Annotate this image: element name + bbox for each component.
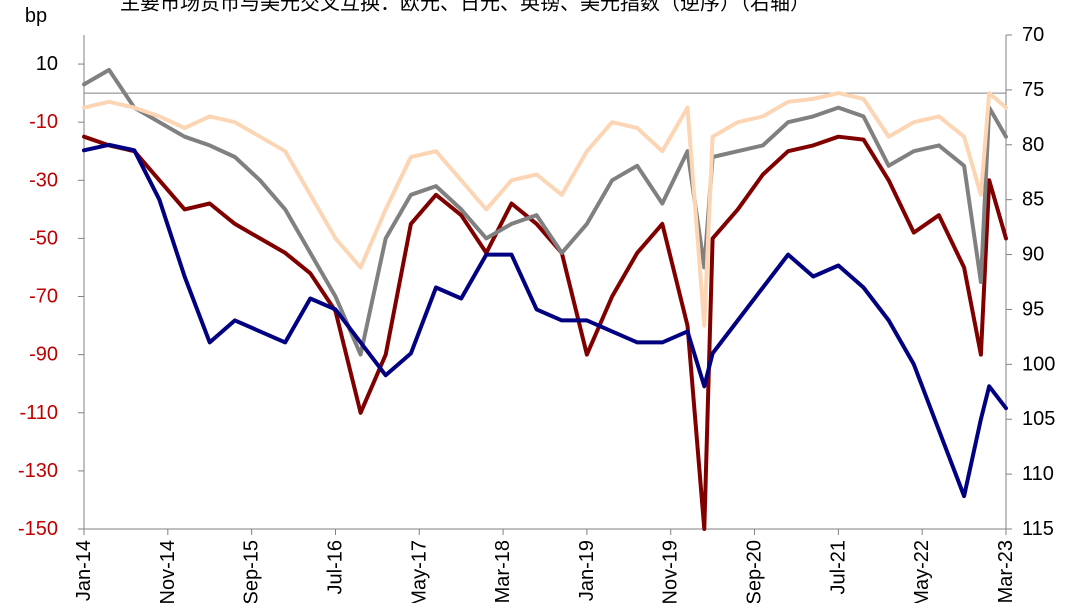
left-tick-label: -130 [18, 460, 58, 482]
x-tick-label: Sep-20 [744, 540, 766, 603]
x-tick-label: Jan-14 [73, 540, 95, 601]
x-tick-label: Jul-16 [324, 540, 346, 594]
x-tick-label: Sep-15 [241, 540, 263, 603]
right-y-axis-ticks: 70 75 80 85 90 95 100 105 110 115 [1006, 24, 1055, 540]
right-tick-label: 80 [1022, 134, 1044, 156]
left-tick-label: -10 [29, 111, 58, 133]
x-tick-label: Nov-14 [157, 540, 179, 603]
series-line [82, 142, 1008, 499]
series-line [82, 134, 1008, 531]
right-tick-label: 70 [1022, 24, 1044, 46]
series-line [82, 91, 1008, 328]
x-axis-ticks: Jan-14 Nov-14 Sep-15 Jul-16 May-17 Mar-18 Jan-… [73, 529, 1017, 603]
right-tick-label: 75 [1022, 79, 1044, 101]
x-tick-label: May-17 [408, 540, 430, 603]
axes [83, 35, 1007, 530]
right-tick-label: 110 [1022, 463, 1054, 485]
right-tick-label: 105 [1022, 408, 1055, 430]
left-tick-label: -110 [19, 402, 58, 424]
right-tick-label: 90 [1022, 244, 1044, 266]
chart-title: 主要市场货币与美元交叉互换：欧元、日元、英镑、美元指数（逆序）（右轴） [120, 0, 810, 15]
x-tick-label: Mar-18 [492, 540, 514, 603]
right-tick-label: 115 [1022, 518, 1054, 540]
left-tick-label: -90 [29, 344, 58, 366]
x-tick-label: Jan-19 [576, 540, 598, 601]
series-lines [82, 67, 1008, 531]
right-tick-label: 100 [1022, 353, 1055, 375]
series-line [82, 67, 1008, 357]
left-tick-label: -30 [29, 169, 58, 191]
left-tick-label: 10 [36, 53, 58, 75]
left-tick-label: -150 [18, 518, 58, 540]
left-tick-label: -50 [29, 227, 58, 249]
x-tick-label: Nov-19 [660, 540, 682, 603]
right-tick-label: 85 [1022, 189, 1044, 211]
left-axis-unit: bp [25, 5, 47, 27]
x-tick-label: Mar-23 [995, 540, 1017, 603]
x-tick-label: May-22 [911, 540, 933, 603]
left-y-axis-ticks: 10 -10 -30 -50 -70 -90 -110 -130 -150 [18, 53, 84, 540]
x-tick-label: Jul-21 [827, 540, 849, 594]
left-tick-label: -70 [29, 286, 58, 308]
legend: 主要市场货币与美元交叉互换：欧元、日元、英镑、美元指数（逆序）（右轴） [120, 0, 810, 15]
right-tick-label: 95 [1022, 298, 1044, 320]
